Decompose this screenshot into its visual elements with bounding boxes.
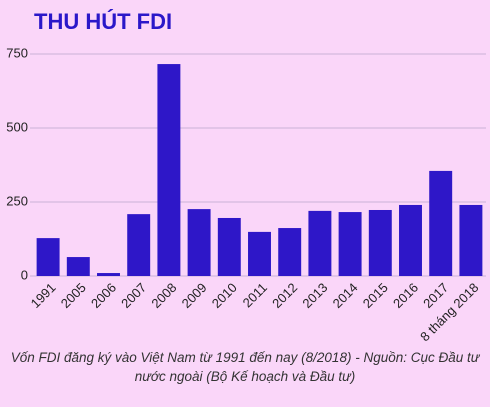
x-tick-label: 2016 [390,280,421,311]
y-tick-label: 0 [21,267,28,282]
bar [338,212,362,276]
bar [127,214,151,276]
bar [36,238,60,276]
x-tick-label: 2006 [88,280,119,311]
caption: Vốn FDI đăng ký vào Việt Nam từ 1991 đến… [10,350,480,384]
x-tick-label: 2008 [148,280,179,311]
bar [459,204,483,276]
bar [187,209,211,276]
bar [157,64,181,277]
x-tick-label: 2009 [179,280,210,311]
x-tick-label: 2013 [299,280,330,311]
bar [429,170,453,276]
x-tick-label: 2011 [240,280,270,310]
bar [368,209,392,276]
x-tick-label: 2014 [330,280,361,311]
chart-title: THU HÚT FDI [34,9,172,34]
bar [308,210,332,276]
x-tick-label: 2007 [118,280,149,311]
bar [97,273,120,276]
y-tick-label: 750 [6,45,28,60]
y-tick-label: 500 [6,119,28,134]
bar [217,217,241,276]
x-tick-label: 2012 [269,280,300,311]
x-tick-label: 2005 [58,280,89,311]
bar [278,228,302,276]
bar [66,257,90,276]
x-tick-label: 2010 [209,280,240,311]
bar [248,231,271,276]
y-tick-label: 250 [6,193,28,208]
x-tick-label: 1991 [28,280,59,311]
bar [399,204,422,276]
x-tick-label: 2015 [360,280,391,311]
